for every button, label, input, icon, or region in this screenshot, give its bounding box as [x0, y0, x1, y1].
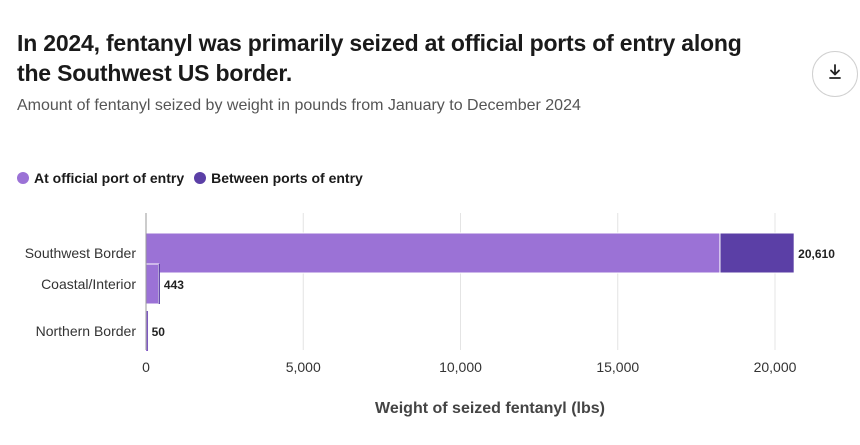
legend-label: At official port of entry: [34, 170, 185, 186]
x-axis-label: Weight of seized fentanyl (lbs): [375, 400, 605, 417]
tick-label: 5,000: [286, 359, 321, 375]
bar-segment: [147, 311, 149, 351]
download-button[interactable]: [812, 51, 858, 97]
legend-item-between-ports[interactable]: Between ports of entry: [194, 170, 363, 186]
bar-segment: [158, 264, 160, 304]
bar-segment: [719, 232, 795, 274]
data-label: 50: [152, 325, 166, 339]
tick-label: 10,000: [439, 359, 482, 375]
data-label: 20,610: [798, 247, 835, 261]
category-label: Northern Border: [36, 323, 137, 339]
tick-label: 20,000: [754, 359, 797, 375]
tick-label: 15,000: [596, 359, 639, 375]
bar-segment: [145, 263, 160, 305]
bar-segment: [145, 232, 721, 274]
category-label: Coastal/Interior: [41, 276, 136, 292]
data-label: 443: [164, 278, 184, 292]
chart-subtitle: Amount of fentanyl seized by weight in p…: [17, 97, 581, 114]
legend-swatch: [17, 172, 29, 184]
chart-legend: At official port of entry Between ports …: [17, 170, 373, 186]
bar-chart: Southwest Border 20,610 Coastal/Interior 44…: [25, 213, 835, 417]
legend-label: Between ports of entry: [211, 170, 363, 186]
tick-label: 0: [142, 359, 150, 375]
legend-swatch: [194, 172, 207, 184]
legend-item-official-port[interactable]: At official port of entry: [17, 170, 184, 186]
category-label: Southwest Border: [25, 245, 137, 261]
download-icon: [828, 63, 842, 85]
bar-segment: [146, 311, 148, 351]
chart-title: In 2024, fentanyl was primarily seized a…: [17, 30, 742, 86]
